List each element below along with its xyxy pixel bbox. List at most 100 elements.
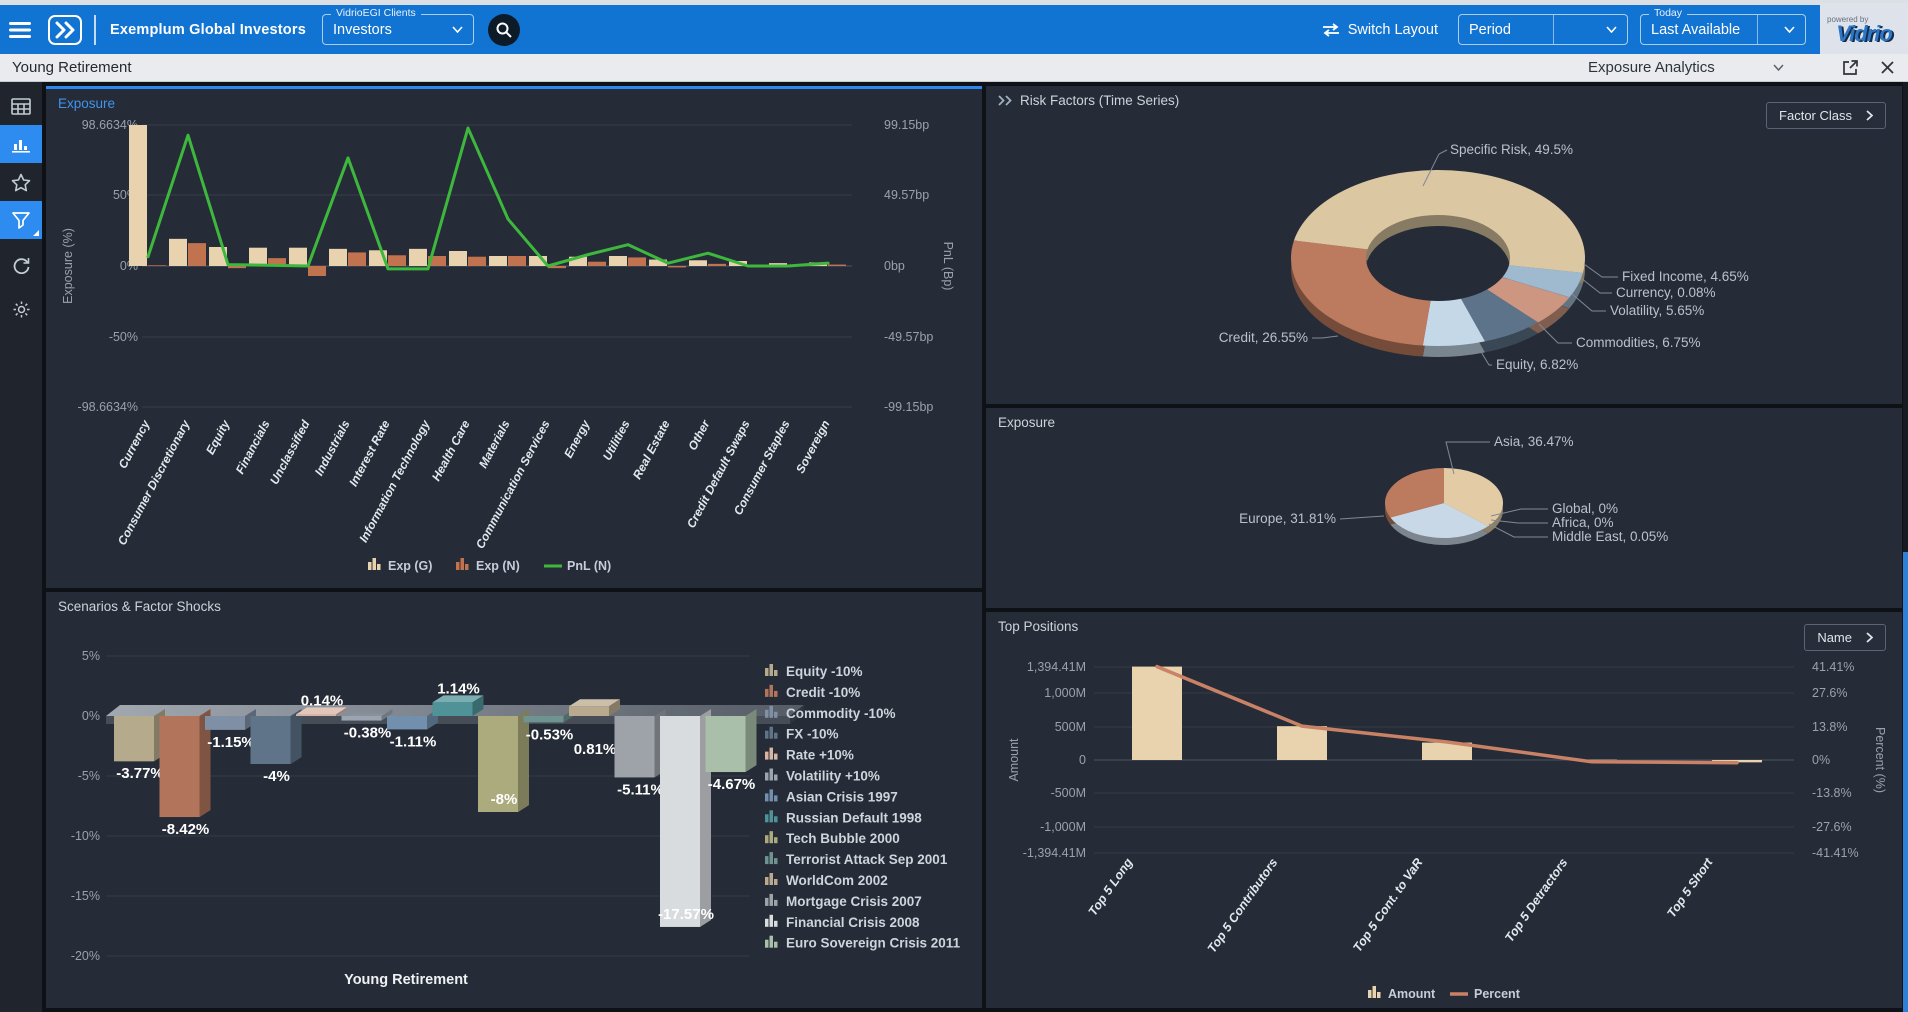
- svg-text:Utilities: Utilities: [600, 418, 633, 463]
- svg-text:-1.11%: -1.11%: [390, 733, 437, 750]
- svg-text:Industrials: Industrials: [312, 418, 353, 478]
- svg-text:Energy: Energy: [561, 417, 593, 461]
- open-external-icon[interactable]: [1842, 59, 1859, 76]
- svg-text:Commodities, 6.75%: Commodities, 6.75%: [1576, 335, 1701, 350]
- svg-text:Asian Crisis 1997: Asian Crisis 1997: [786, 789, 898, 804]
- svg-text:PnL (N): PnL (N): [567, 559, 611, 573]
- workspace-bar: Young Retirement Exposure Analytics: [0, 54, 1908, 82]
- today-dropdown-value: Last Available: [1651, 21, 1741, 38]
- brand-name: Exemplum Global Investors: [110, 21, 306, 38]
- svg-text:-1,000M: -1,000M: [1040, 820, 1086, 834]
- svg-text:Percent: Percent: [1474, 987, 1521, 1001]
- name-sort-button[interactable]: Name: [1804, 624, 1886, 651]
- scrollbar-thumb[interactable]: [1903, 552, 1908, 1012]
- svg-text:-5.11%: -5.11%: [617, 781, 664, 798]
- svg-text:500M: 500M: [1055, 720, 1086, 734]
- svg-text:FX -10%: FX -10%: [786, 727, 839, 742]
- svg-text:-17.57%: -17.57%: [658, 906, 714, 923]
- period-dropdown[interactable]: Period: [1458, 14, 1628, 45]
- dropdown-separator: [1756, 15, 1758, 44]
- svg-text:Top 5 Long: Top 5 Long: [1086, 855, 1136, 918]
- svg-text:Real Estate: Real Estate: [630, 418, 673, 482]
- svg-text:Commodity -10%: Commodity -10%: [786, 706, 896, 721]
- window-top-strip: [0, 0, 1908, 5]
- panel-risk-factors-title: Risk Factors (Time Series): [986, 86, 1902, 114]
- panel-scenarios-title: Scenarios & Factor Shocks: [58, 598, 221, 614]
- svg-text:Specific Risk, 49.5%: Specific Risk, 49.5%: [1450, 142, 1573, 157]
- sidebar-item-charts[interactable]: [0, 125, 42, 163]
- svg-text:-13.8%: -13.8%: [1812, 786, 1852, 800]
- svg-text:-8%: -8%: [491, 791, 518, 808]
- svg-text:Communication Services: Communication Services: [473, 418, 553, 551]
- svg-text:99.15bp: 99.15bp: [884, 118, 929, 132]
- svg-text:-4.67%: -4.67%: [708, 776, 756, 793]
- svg-text:Top 5 Cont. to VaR: Top 5 Cont. to VaR: [1350, 856, 1425, 955]
- svg-text:-50%: -50%: [109, 330, 138, 344]
- double-chevron-right-icon[interactable]: [998, 94, 1013, 106]
- sidebar-item-favorites[interactable]: [0, 163, 42, 201]
- panel-top-positions: Top Positions Name 1,394.41M 41.41% 1,000M…: [986, 612, 1902, 1008]
- svg-text:Materials: Materials: [476, 418, 513, 471]
- scenarios-legend: Equity -10% Credit -10% Commodity -10% FX -…: [765, 664, 961, 951]
- chevron-down-icon: [1774, 26, 1795, 33]
- svg-text:Exp (N): Exp (N): [476, 559, 520, 573]
- svg-text:Information Technology: Information Technology: [356, 417, 433, 545]
- svg-text:13.8%: 13.8%: [1812, 720, 1847, 734]
- view-selector-dropdown[interactable]: Exposure Analytics: [1588, 59, 1784, 76]
- svg-text:Financial Crisis 2008: Financial Crisis 2008: [786, 915, 920, 930]
- svg-text:Europe, 31.81%: Europe, 31.81%: [1239, 511, 1336, 526]
- panel-risk-factors: Risk Factors (Time Series) Factor Class …: [986, 86, 1902, 404]
- svg-text:Africa, 0%: Africa, 0%: [1552, 515, 1614, 530]
- svg-text:WorldCom 2002: WorldCom 2002: [786, 873, 888, 888]
- svg-text:Amount: Amount: [1007, 738, 1021, 782]
- svg-text:Euro Sovereign Crisis 2011: Euro Sovereign Crisis 2011: [786, 936, 961, 951]
- svg-text:Young Retirement: Young Retirement: [344, 972, 468, 988]
- svg-text:Global, 0%: Global, 0%: [1552, 501, 1618, 516]
- factor-class-button[interactable]: Factor Class: [1766, 102, 1886, 129]
- menu-hamburger-icon[interactable]: [0, 21, 40, 38]
- svg-text:41.41%: 41.41%: [1812, 660, 1854, 674]
- svg-text:0.81%: 0.81%: [574, 741, 617, 758]
- svg-text:0bp: 0bp: [884, 259, 905, 273]
- risk-factors-donut-chart: Specific Risk, 49.5%Fixed Income, 4.65%C…: [1219, 142, 1749, 372]
- svg-text:-20%: -20%: [71, 949, 100, 963]
- svg-text:Credit -10%: Credit -10%: [786, 685, 860, 700]
- sidebar-item-settings[interactable]: [0, 290, 42, 328]
- left-sidebar: [0, 82, 42, 1012]
- svg-text:Rate +10%: Rate +10%: [786, 748, 854, 763]
- dropdown-separator: [1552, 15, 1554, 44]
- top-positions-chart: 1,394.41M 41.41% 1,000M 27.6% 500M 13.8% 0 0% -5…: [1007, 660, 1887, 1001]
- svg-text:-3.77%: -3.77%: [116, 765, 164, 782]
- clients-dropdown[interactable]: VidrioEGI Clients Investors: [321, 7, 474, 45]
- close-icon[interactable]: [1881, 61, 1894, 74]
- header-right-group: Switch Layout Period Today Last Availabl…: [1322, 2, 1908, 57]
- vidrio-logo-box: powered by Vidrio: [1820, 2, 1908, 57]
- svg-text:Equity: Equity: [203, 417, 233, 457]
- scrollbar[interactable]: [1903, 82, 1908, 1012]
- switch-layout-label: Switch Layout: [1347, 21, 1438, 38]
- sidebar-item-filters[interactable]: [0, 201, 42, 239]
- svg-text:0: 0: [1079, 753, 1086, 767]
- clients-dropdown-value: Investors: [332, 21, 392, 38]
- svg-text:Asia, 36.47%: Asia, 36.47%: [1494, 434, 1574, 449]
- svg-text:-98.6634%: -98.6634%: [78, 400, 138, 414]
- sidebar-item-data-table[interactable]: [0, 87, 42, 125]
- workspace-title: Young Retirement: [12, 59, 132, 76]
- svg-text:-5%: -5%: [78, 769, 100, 783]
- today-dropdown[interactable]: Today Last Available: [1640, 7, 1806, 45]
- switch-layout-button[interactable]: Switch Layout: [1322, 22, 1438, 38]
- svg-text:Equity -10%: Equity -10%: [786, 664, 863, 679]
- star-icon: [11, 173, 31, 191]
- svg-text:-8.42%: -8.42%: [162, 821, 210, 838]
- top-positions-legend: Amount Percent: [1368, 986, 1521, 1001]
- panel-exposure-title[interactable]: Exposure: [58, 95, 116, 111]
- svg-text:Mortgage Crisis 2007: Mortgage Crisis 2007: [786, 894, 922, 909]
- today-dropdown-label: Today: [1649, 7, 1688, 19]
- chevron-down-icon: [1773, 64, 1784, 71]
- sidebar-item-refresh[interactable]: [0, 246, 42, 284]
- panel-top-positions-title: Top Positions: [998, 618, 1079, 634]
- panel-exposure: Exposure 98.6634% 99.15bp 50% 49.57bp 0% 0bp -…: [46, 86, 982, 588]
- search-button[interactable]: [487, 13, 520, 46]
- svg-text:Tech Bubble 2000: Tech Bubble 2000: [786, 831, 900, 846]
- filter-funnel-icon: [12, 211, 30, 229]
